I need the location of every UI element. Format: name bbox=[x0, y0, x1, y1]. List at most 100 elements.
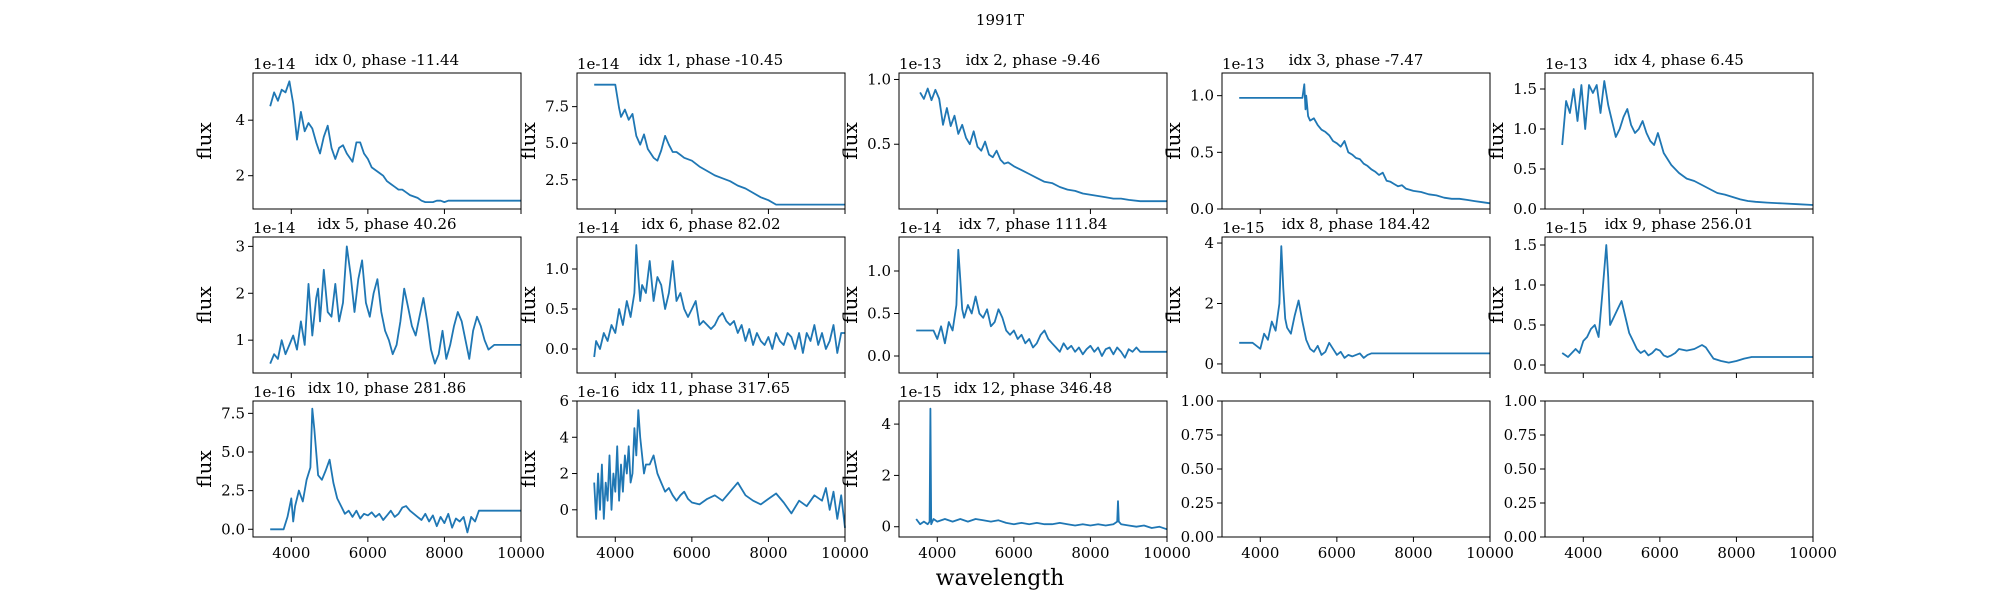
subplot-1: 2.5 5.0 7.5 1e-14 idx 1, phase -10.45 flux bbox=[516, 51, 846, 214]
y-tick-label-5-1: 2 bbox=[235, 284, 245, 302]
y-tick-label-12-2: 4 bbox=[881, 415, 891, 433]
y-tick-label-11-1: 2 bbox=[559, 465, 569, 483]
subplot-title-8: idx 8, phase 184.42 bbox=[1282, 215, 1431, 233]
spectrum-line-2 bbox=[919, 87, 1167, 203]
subplot-4: 0.0 0.5 1.0 1.5 1e-13 idx 4, phase 6.45 flux bbox=[1484, 51, 1814, 218]
axes-frame-4 bbox=[1544, 72, 1814, 210]
x-tick-label-10-1: 6000 bbox=[349, 544, 387, 562]
x-tick-label-14-1: 6000 bbox=[1641, 544, 1679, 562]
spectrum-line-6 bbox=[593, 244, 845, 358]
axes-frame-6 bbox=[576, 236, 846, 374]
y-tick-label-6-2: 1.0 bbox=[545, 260, 569, 278]
offset-text-3: 1e-13 bbox=[1222, 55, 1265, 73]
y-tick-label-4-0: 0.0 bbox=[1513, 200, 1537, 218]
y-axis-label-4: flux bbox=[1484, 122, 1508, 160]
y-tick-label-8-1: 2 bbox=[1204, 294, 1214, 312]
figure-xlabel: wavelength bbox=[936, 566, 1065, 591]
spectrum-line-9 bbox=[1561, 244, 1813, 364]
subplot-13: 4000 6000 8000 10000 0.00 0.25 0.50 0.75 1.00 bbox=[1181, 392, 1514, 562]
subplot-title-10: idx 10, phase 281.86 bbox=[308, 379, 466, 397]
y-tick-label-7-0: 0.0 bbox=[867, 347, 891, 365]
x-tick-label-13-0: 4000 bbox=[1241, 544, 1279, 562]
spectrum-line-7 bbox=[916, 248, 1167, 359]
subplot-11: 4000 6000 8000 10000 0 2 4 6 1e-16 idx 11, phase … bbox=[516, 379, 869, 562]
x-tick-label-10-3: 10000 bbox=[497, 544, 545, 562]
offset-text-12: 1e-15 bbox=[899, 383, 942, 401]
subplot-title-4: idx 4, phase 6.45 bbox=[1614, 51, 1744, 69]
y-tick-label-9-3: 1.5 bbox=[1513, 236, 1537, 254]
x-tick-label-10-0: 4000 bbox=[272, 544, 310, 562]
subplot-title-2: idx 2, phase -9.46 bbox=[966, 51, 1101, 69]
y-tick-label-14-0: 0.00 bbox=[1504, 528, 1537, 546]
subplot-title-9: idx 9, phase 256.01 bbox=[1605, 215, 1754, 233]
y-axis-label-10: flux bbox=[192, 450, 216, 488]
x-tick-label-11-2: 8000 bbox=[749, 544, 787, 562]
spectrum-line-1 bbox=[594, 83, 845, 206]
y-tick-label-13-3: 0.75 bbox=[1181, 426, 1214, 444]
x-tick-label-11-0: 4000 bbox=[596, 544, 634, 562]
y-tick-label-5-2: 3 bbox=[235, 237, 245, 255]
y-tick-label-6-1: 0.5 bbox=[545, 300, 569, 318]
axes-frame-10 bbox=[252, 400, 522, 538]
axes-frame-1 bbox=[576, 72, 846, 210]
spectrum-line-11 bbox=[593, 409, 846, 529]
y-axis-label-5: flux bbox=[192, 286, 216, 324]
axes-frame-3 bbox=[1221, 72, 1491, 210]
y-tick-label-1-1: 5.0 bbox=[545, 134, 569, 152]
axes-frame-2 bbox=[898, 72, 1168, 210]
spectrum-line-3 bbox=[1239, 83, 1491, 205]
x-tick-label-13-2: 8000 bbox=[1394, 544, 1432, 562]
axes-frame-11 bbox=[576, 400, 846, 538]
y-tick-label-9-0: 0.0 bbox=[1513, 356, 1537, 374]
axes-frame-5 bbox=[252, 236, 522, 374]
subplot-14: 4000 6000 8000 10000 0.00 0.25 0.50 0.75 1.00 bbox=[1504, 392, 1837, 562]
subplot-title-5: idx 5, phase 40.26 bbox=[317, 215, 456, 233]
axes-frame-9 bbox=[1544, 236, 1814, 374]
y-tick-label-12-0: 0 bbox=[881, 518, 891, 536]
y-axis-label-1: flux bbox=[516, 122, 540, 160]
subplot-title-6: idx 6, phase 82.02 bbox=[641, 215, 780, 233]
subplot-8: 0 2 4 1e-15 idx 8, phase 184.42 flux bbox=[1161, 215, 1491, 378]
offset-text-7: 1e-14 bbox=[899, 219, 942, 237]
y-tick-label-10-2: 5.0 bbox=[221, 443, 245, 461]
subplot-title-0: idx 0, phase -11.44 bbox=[315, 51, 459, 69]
y-tick-label-8-2: 4 bbox=[1204, 234, 1214, 252]
y-tick-label-4-1: 0.5 bbox=[1513, 160, 1537, 178]
offset-text-10: 1e-16 bbox=[253, 383, 296, 401]
spectrum-line-5 bbox=[269, 245, 521, 365]
y-tick-label-3-2: 1.0 bbox=[1190, 87, 1214, 105]
subplot-0: 2 4 1e-14 idx 0, phase -11.44 flux bbox=[192, 51, 522, 214]
y-tick-label-8-0: 0 bbox=[1204, 355, 1214, 373]
y-tick-label-0-1: 4 bbox=[235, 111, 245, 129]
y-tick-label-7-1: 0.5 bbox=[867, 305, 891, 323]
y-tick-label-13-0: 0.00 bbox=[1181, 528, 1214, 546]
y-tick-label-1-2: 7.5 bbox=[545, 98, 569, 116]
y-tick-label-2-1: 1.0 bbox=[867, 70, 891, 88]
offset-text-5: 1e-14 bbox=[253, 219, 296, 237]
axes-frame-7 bbox=[898, 236, 1168, 374]
y-tick-label-5-0: 1 bbox=[235, 331, 245, 349]
subplot-title-3: idx 3, phase -7.47 bbox=[1289, 51, 1424, 69]
x-tick-label-11-1: 6000 bbox=[673, 544, 711, 562]
y-tick-label-7-2: 1.0 bbox=[867, 262, 891, 280]
x-tick-label-13-3: 10000 bbox=[1466, 544, 1514, 562]
y-axis-label-3: flux bbox=[1161, 122, 1185, 160]
x-tick-label-14-2: 8000 bbox=[1717, 544, 1755, 562]
x-tick-label-14-3: 10000 bbox=[1789, 544, 1837, 562]
axes-frame-8 bbox=[1221, 236, 1491, 374]
x-tick-label-12-1: 6000 bbox=[995, 544, 1033, 562]
x-tick-label-14-0: 4000 bbox=[1564, 544, 1602, 562]
y-tick-label-10-3: 7.5 bbox=[221, 404, 245, 422]
y-tick-label-2-0: 0.5 bbox=[867, 135, 891, 153]
offset-text-8: 1e-15 bbox=[1222, 219, 1265, 237]
y-tick-label-11-0: 0 bbox=[559, 501, 569, 519]
y-axis-label-12: flux bbox=[838, 450, 862, 488]
y-tick-label-14-2: 0.50 bbox=[1504, 460, 1537, 478]
x-tick-label-11-3: 10000 bbox=[821, 544, 869, 562]
subplot-3: 0.0 0.5 1.0 1e-13 idx 3, phase -7.47 flux bbox=[1161, 51, 1491, 218]
y-tick-label-1-0: 2.5 bbox=[545, 171, 569, 189]
y-tick-label-9-1: 0.5 bbox=[1513, 316, 1537, 334]
y-tick-label-11-2: 4 bbox=[559, 428, 569, 446]
